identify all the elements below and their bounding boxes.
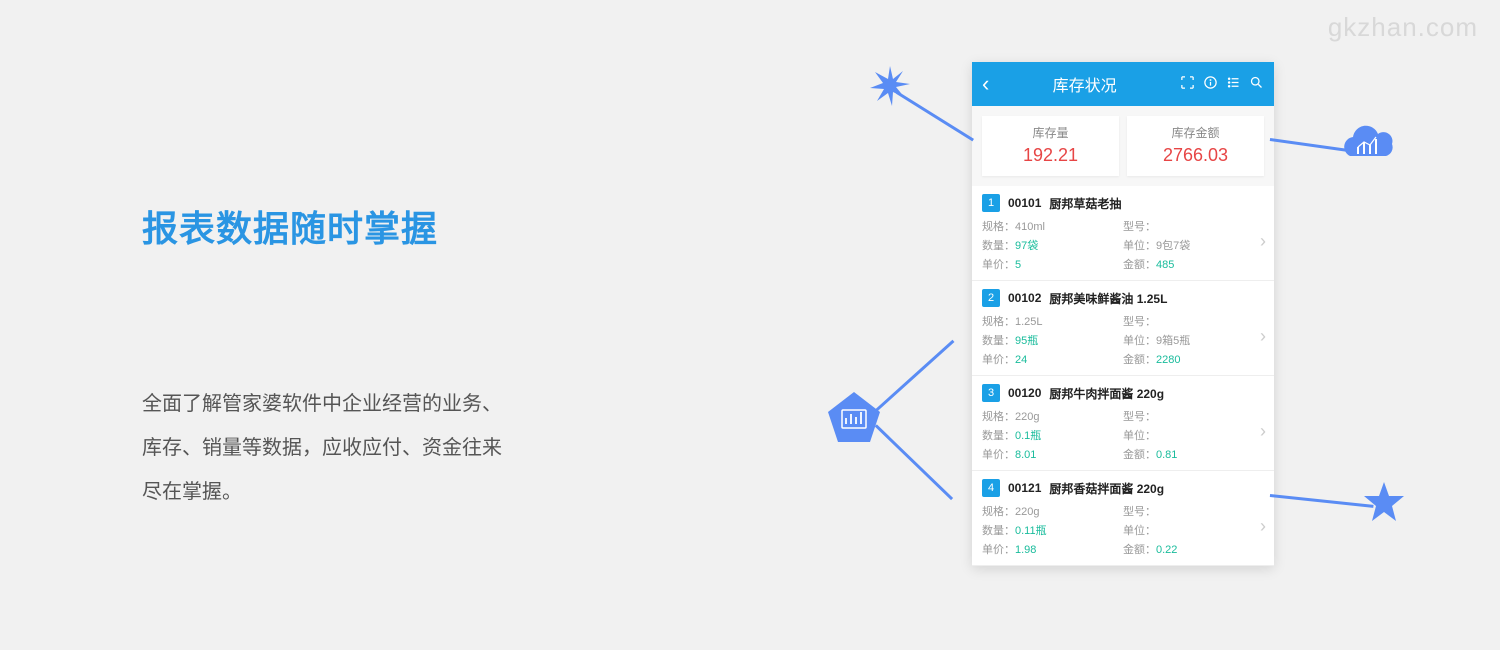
item-badge: 3: [982, 384, 1000, 402]
header-title: 库存状况: [989, 72, 1180, 96]
model-field: 型号：: [1123, 408, 1264, 424]
chevron-right-icon: ›: [1260, 231, 1266, 252]
summary-value: 2766.03: [1127, 145, 1264, 166]
summary-label: 库存量: [982, 124, 1119, 141]
list-icon[interactable]: [1226, 75, 1241, 94]
summary-row: 库存量 192.21 库存金额 2766.03: [972, 106, 1274, 186]
connector-line: [896, 91, 974, 141]
back-icon[interactable]: ‹: [982, 71, 989, 97]
price-field: 单价：24: [982, 351, 1123, 367]
summary-value: 192.21: [982, 145, 1119, 166]
unit-field: 单位：: [1123, 522, 1264, 538]
main-title: 报表数据随时掌握: [142, 200, 662, 252]
item-badge: 1: [982, 194, 1000, 212]
unit-field: 单位：9包7袋: [1123, 237, 1264, 253]
spec-field: 规格：220g: [982, 503, 1123, 519]
marketing-copy: 报表数据随时掌握 全面了解管家婆软件中企业经营的业务、 库存、销量等数据，应收应…: [142, 200, 662, 514]
chevron-right-icon: ›: [1260, 516, 1266, 537]
item-badge: 4: [982, 479, 1000, 497]
item-name: 厨邦美味鲜酱油 1.25L: [1049, 290, 1167, 307]
model-field: 型号：: [1123, 503, 1264, 519]
amount-field: 金额：2280: [1123, 351, 1264, 367]
desc-line: 全面了解管家婆软件中企业经营的业务、: [142, 382, 662, 426]
item-name: 厨邦牛肉拌面酱 220g: [1049, 385, 1164, 402]
price-field: 单价：1.98: [982, 541, 1123, 557]
item-code: 00102: [1008, 291, 1041, 305]
summary-card-stock[interactable]: 库存量 192.21: [982, 116, 1119, 176]
item-code: 00101: [1008, 196, 1041, 210]
connector-line: [1270, 494, 1374, 507]
item-code: 00121: [1008, 481, 1041, 495]
qty-field: 数量：97袋: [982, 237, 1123, 253]
connector-line: [875, 340, 954, 411]
scan-icon[interactable]: [1180, 75, 1195, 94]
amount-field: 金额：0.81: [1123, 446, 1264, 462]
burst-icon: [870, 66, 910, 106]
spec-field: 规格：410ml: [982, 218, 1123, 234]
chevron-right-icon: ›: [1260, 326, 1266, 347]
qty-field: 数量：0.1瓶: [982, 427, 1123, 443]
price-field: 单价：5: [982, 256, 1123, 272]
inventory-item[interactable]: 2 00102 厨邦美味鲜酱油 1.25L 规格：1.25L型号：数量：95瓶单位：9…: [972, 281, 1274, 376]
price-field: 单价：8.01: [982, 446, 1123, 462]
summary-label: 库存金额: [1127, 124, 1264, 141]
desc-line: 库存、销量等数据，应收应付、资金往来: [142, 426, 662, 470]
description: 全面了解管家婆软件中企业经营的业务、 库存、销量等数据，应收应付、资金往来 尽在…: [142, 382, 662, 514]
cloud-chart-icon: [1338, 120, 1400, 170]
unit-field: 单位：: [1123, 427, 1264, 443]
app-header: ‹ 库存状况: [972, 62, 1274, 106]
inventory-item[interactable]: 3 00120 厨邦牛肉拌面酱 220g 规格：220g型号：数量：0.1瓶单位：单价…: [972, 376, 1274, 471]
amount-field: 金额：485: [1123, 256, 1264, 272]
item-badge: 2: [982, 289, 1000, 307]
star-icon: [1362, 480, 1406, 524]
qty-field: 数量：95瓶: [982, 332, 1123, 348]
item-name: 厨邦香菇拌面酱 220g: [1049, 480, 1164, 497]
search-icon[interactable]: [1249, 75, 1264, 94]
summary-card-amount[interactable]: 库存金额 2766.03: [1127, 116, 1264, 176]
spec-field: 规格：220g: [982, 408, 1123, 424]
chevron-right-icon: ›: [1260, 421, 1266, 442]
model-field: 型号：: [1123, 218, 1264, 234]
watermark-text: gkzhan.com: [1328, 12, 1478, 43]
item-name: 厨邦草菇老抽: [1049, 195, 1121, 212]
unit-field: 单位：9箱5瓶: [1123, 332, 1264, 348]
pentagon-chart-icon: [826, 390, 882, 446]
info-icon[interactable]: [1203, 75, 1218, 94]
inventory-item[interactable]: 1 00101 厨邦草菇老抽规格：410ml型号：数量：97袋单位：9包7袋单价：5…: [972, 186, 1274, 281]
model-field: 型号：: [1123, 313, 1264, 329]
item-code: 00120: [1008, 386, 1041, 400]
amount-field: 金额：0.22: [1123, 541, 1264, 557]
qty-field: 数量：0.11瓶: [982, 522, 1123, 538]
desc-line: 尽在掌握。: [142, 470, 662, 514]
phone-mockup: ‹ 库存状况 库存量 192.21 库存金额 2766.03 100101厨邦: [972, 62, 1274, 566]
spec-field: 规格：1.25L: [982, 313, 1123, 329]
inventory-item[interactable]: 4 00121 厨邦香菇拌面酱 220g 规格：220g型号：数量：0.11瓶单位：单…: [972, 471, 1274, 566]
connector-line: [875, 424, 953, 499]
